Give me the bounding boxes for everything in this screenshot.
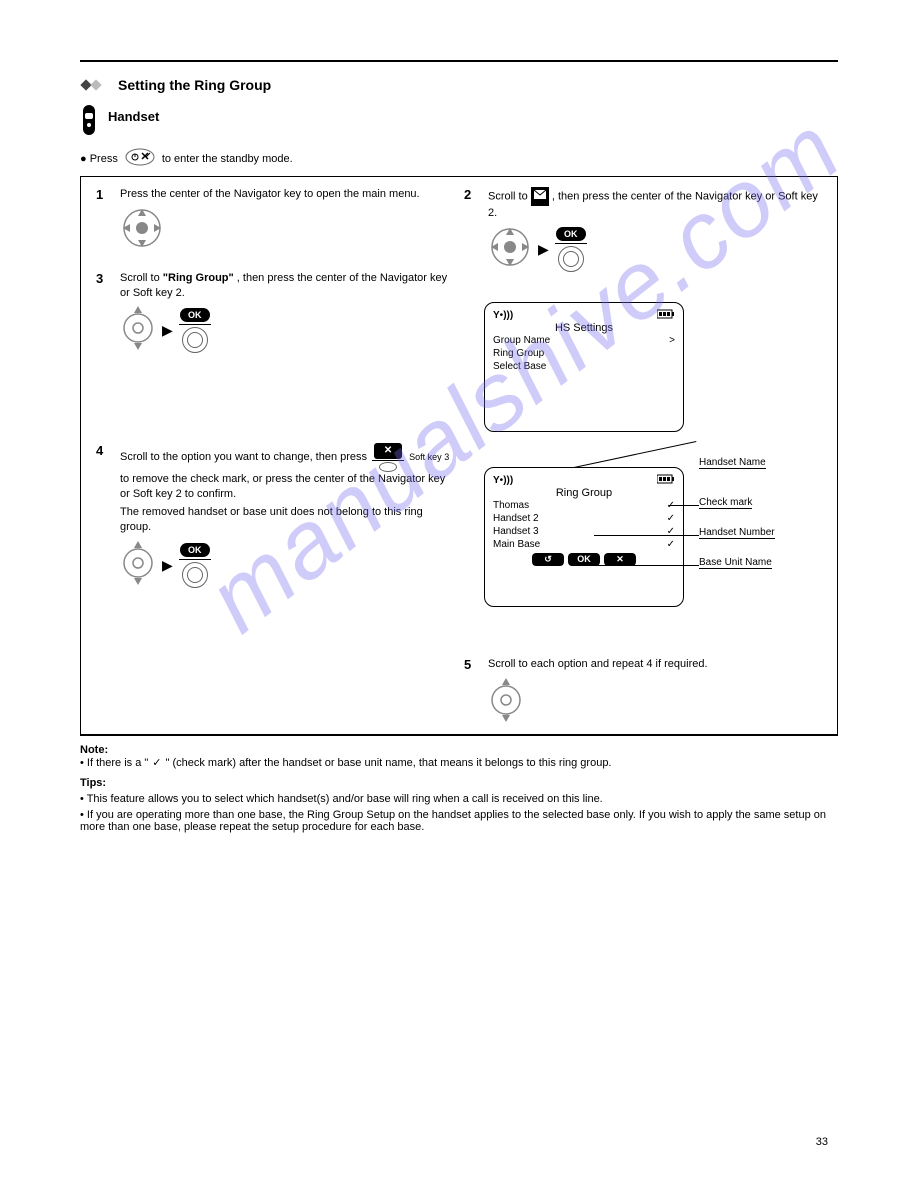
step-5-text: Scroll to each option and repeat 4 if re… [488,657,822,672]
battery-icon-2 [657,474,675,487]
nav-pad-updown-icon-2 [120,539,156,592]
nav-pad-updown-icon-3 [488,676,524,729]
instruction-box: 1 Press the center of the Navigator key … [80,176,838,736]
nav-pad-4way-icon [120,206,164,255]
envelope-icon [531,187,549,206]
s1-line1-r: > [669,335,675,346]
step-2-before: Scroll to [488,190,531,202]
s2-r3l: Handset 3 [493,526,539,537]
diamond-icon [80,77,110,93]
section-title: Setting the Ring Group [118,77,271,93]
antenna-icon-2: Y•))) [493,475,513,486]
sk-back: ↺ [532,553,564,566]
step-3-body: Scroll to "Ring Group" , then press the … [120,271,454,358]
ok-button-icon: OK [179,308,211,353]
power-off-icon [124,147,156,170]
tip-1: • This feature allows you to select whic… [80,793,838,805]
s1-line2: Ring Group [493,348,544,359]
step-3-quote: "Ring Group" [163,272,234,284]
label-hs-num: Handset Number [699,527,775,539]
note-section: Note: • If there is a " ✓ " (check mark)… [80,744,838,769]
label-hs-name: Handset Name [699,457,766,469]
ok-button-icon-3: OK [555,227,587,272]
arrow-right-icon: ▶ [162,321,173,340]
tip-label: Tips: [80,777,106,789]
label-checkmark: Check mark [699,497,752,509]
step-2-body: Scroll to , then press the center of the… [488,187,822,274]
x-pill: ✕ [374,443,402,459]
s2-r4l: Main Base [493,539,540,550]
antenna-icon: Y•))) [493,310,513,321]
bullet-instruction: ● Press to enter the standby mode. [80,147,838,170]
s2-r2r: ✓ [667,513,675,524]
top-rule [80,60,838,62]
handset-icon [80,103,98,137]
battery-icon [657,309,675,322]
section-header: Setting the Ring Group [80,77,838,93]
step-3-before: Scroll to [120,272,163,284]
step-1-num: 1 [96,187,112,202]
nav-pad-4way-icon-2 [488,225,532,274]
step-1-body: Press the center of the Navigator key to… [120,187,454,255]
step-5-num: 5 [464,657,480,672]
s2-r2l: Handset 2 [493,513,539,524]
step-4-body: Scroll to the option you want to change,… [120,443,454,592]
label-base-name: Base Unit Name [699,557,772,569]
page-number: 33 [816,1136,828,1148]
subhead-row: Handset [80,103,838,137]
screen1-title: HS Settings [493,322,675,334]
s2-r1l: Thomas [493,500,529,511]
screen-hs-settings: Y•))) HS Settings Group Name > Ring Group… [484,302,684,432]
step-4-before: Scroll to the option you want to change,… [120,451,370,463]
step-4-num: 4 [96,443,112,458]
nav-pad-updown-icon [120,304,156,357]
arrow-right-icon-3: ▶ [538,240,549,259]
step-4-note: The removed handset or base unit does no… [120,505,454,535]
tip-2: • If you are operating more than one bas… [80,809,838,833]
screen2-title: Ring Group [493,487,675,499]
step-4-after: to remove the check mark, or press the c… [120,473,445,500]
arrow-right-icon-2: ▶ [162,556,173,575]
s2-r4r: ✓ [667,539,675,550]
s1-line3: Select Base [493,361,546,372]
step-3-num: 3 [96,271,112,286]
note-label: Note: [80,744,108,756]
step-1-text: Press the center of the Navigator key to… [120,187,454,202]
subhead-text: Handset [108,103,159,124]
s1-line1-l: Group Name [493,335,550,346]
softkey3-icon: ✕ [372,443,404,472]
softkey3-label: Soft key 3 [409,452,449,462]
checkmark-inline-icon: ✓ [152,756,161,769]
step-5-body: Scroll to each option and repeat 4 if re… [488,657,822,729]
tips-section: Tips: • This feature allows you to selec… [80,777,838,833]
screen-ring-group: Y•))) Ring Group Thomas ✓ Handset 2 ✓ Hand… [484,467,684,607]
step-2-num: 2 [464,187,480,202]
ok-button-icon-2: OK [179,543,211,588]
